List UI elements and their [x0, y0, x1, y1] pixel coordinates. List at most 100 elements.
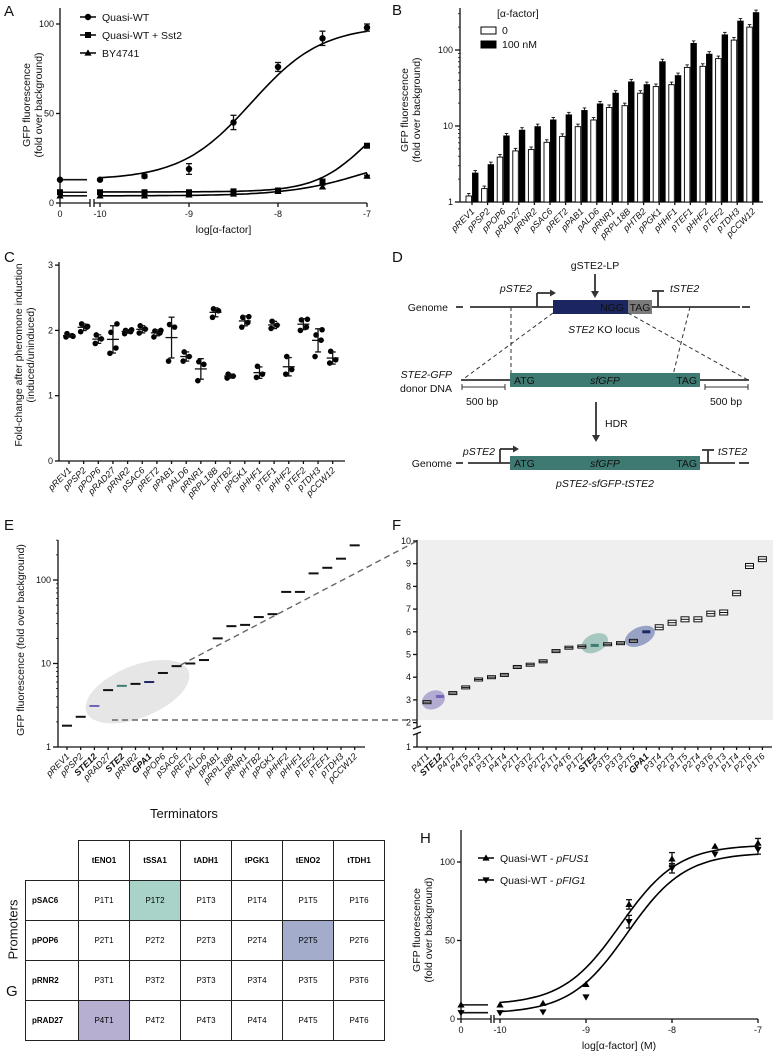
legend-label: Quasi-WT [102, 12, 150, 24]
panel-label-g: G [6, 983, 18, 1000]
table-cell: P1T5 [282, 880, 334, 921]
homology-line [627, 312, 749, 381]
scale-bar-label: 500 bp [710, 396, 742, 408]
bar-induced [737, 20, 744, 203]
triangle-marker [274, 187, 282, 194]
table-g-row-axis: Promoters [5, 899, 21, 960]
highlight-ellipse [581, 633, 608, 654]
table-cell: P2T3 [180, 920, 232, 961]
median-box [294, 590, 305, 593]
y-axis-label: GFP fluorescence [21, 63, 33, 147]
y-tick-label: 6 [406, 627, 411, 637]
table-cell: P1T4 [231, 880, 283, 921]
bar-induced [487, 164, 495, 203]
guide-label: gSTE2-LP [571, 260, 619, 272]
bar-uninduced [496, 156, 504, 203]
median-box [590, 643, 599, 647]
panel-label-h: H [420, 830, 431, 847]
bar-uninduced [637, 92, 644, 203]
x-tick-label: -7 [754, 1025, 762, 1035]
legend-label-italic: pFIG1 [555, 875, 585, 887]
y-tick-label: 10 [41, 659, 51, 669]
circle-marker [274, 63, 282, 71]
column-header: tENO2 [282, 840, 334, 881]
ko-locus-text: KO locus [594, 324, 640, 336]
bar-induced [518, 129, 526, 203]
triangle-marker [56, 192, 64, 199]
tri-down-marker [539, 1009, 547, 1016]
x-tick-label: 0 [458, 1025, 463, 1035]
data-point [201, 361, 207, 368]
tri-down-marker [457, 1010, 465, 1017]
panel-label-f: F [392, 517, 401, 534]
promoter-label: pSTE2 [499, 283, 532, 295]
triangle-marker [185, 191, 193, 198]
chart-f: 12345678910P4T1STE12P4T2P4T5P4T3P3T1P4T4… [401, 536, 773, 778]
bar-induced [752, 12, 760, 203]
median-box [116, 684, 127, 687]
fit-curve [499, 853, 759, 1013]
stop-codon-label: TAG [630, 302, 651, 314]
start-codon-label: ATG [514, 458, 535, 470]
table-cell: P4T3 [180, 1000, 232, 1041]
data-point [239, 324, 245, 330]
bar-uninduced [730, 39, 738, 203]
terminator-label: tSTE2 [718, 446, 747, 458]
bar-uninduced [746, 26, 753, 203]
bar-induced [690, 42, 697, 203]
y-tick-label: 1 [46, 742, 51, 752]
x-tick-label: -8 [274, 209, 282, 219]
bar-induced [612, 92, 619, 203]
homology-line [672, 306, 691, 376]
median-box [253, 616, 264, 619]
legend-label: BY4741 [102, 48, 140, 60]
table-cell: P2T1 [78, 920, 130, 961]
tri-down-marker [582, 994, 590, 1001]
triangle-marker [582, 980, 590, 988]
column-header: tENO1 [78, 840, 130, 881]
ko-sequence-box [553, 300, 628, 314]
zoom-guide-dashed [180, 540, 418, 666]
y-axis-label: (induced/uninduced) [25, 307, 37, 402]
stop-codon-box [628, 300, 652, 314]
circle-marker [56, 176, 64, 183]
legend-label: 0 [502, 25, 508, 37]
hdr-label: HDR [605, 418, 628, 430]
table-cell: P3T2 [129, 960, 181, 1001]
triangle-marker [229, 190, 238, 197]
data-point [304, 316, 311, 323]
median-box [75, 715, 86, 718]
table-cell: P1T6 [333, 880, 385, 921]
x-tick-label: -7 [363, 209, 371, 219]
y-tick-label: 2 [48, 325, 53, 335]
table-cell: P3T4 [231, 960, 283, 1001]
fit-curve [100, 143, 368, 193]
median-box [281, 590, 292, 593]
triangle-marker [318, 183, 327, 190]
column-header: tTDH1 [333, 840, 385, 881]
y-tick-label: 0 [49, 198, 54, 208]
circle-marker [96, 176, 104, 183]
chart-h: 0 50 100 0 -10 -9 -8 -7 log[α-factor] (M) GFP flu… [411, 830, 762, 1052]
y-tick-label: 3 [406, 695, 411, 705]
y-tick-label: 0 [450, 1014, 455, 1024]
y-axis-label: Fold-change after pheromone induction [13, 263, 25, 446]
bar-uninduced [590, 119, 597, 203]
median-box [435, 694, 444, 698]
y-tick-label: 100 [39, 19, 54, 29]
row-header: pRAD27 [25, 1000, 79, 1041]
table-cell: P2T5 [282, 920, 334, 961]
x-tick-label: -10 [93, 209, 106, 219]
table-cell: P3T1 [78, 960, 130, 1001]
column-header: tPGK1 [231, 840, 283, 881]
table-cell: P1T3 [180, 880, 232, 921]
bar-uninduced [605, 107, 613, 203]
y-tick-label: 7 [406, 604, 411, 614]
legend-label-text: Quasi-WT [102, 12, 150, 24]
homology-line [461, 312, 554, 381]
median-box [642, 630, 651, 634]
table-cell: P2T4 [231, 920, 283, 961]
data-point [158, 327, 164, 334]
start-codon-label: ATG [514, 375, 535, 387]
